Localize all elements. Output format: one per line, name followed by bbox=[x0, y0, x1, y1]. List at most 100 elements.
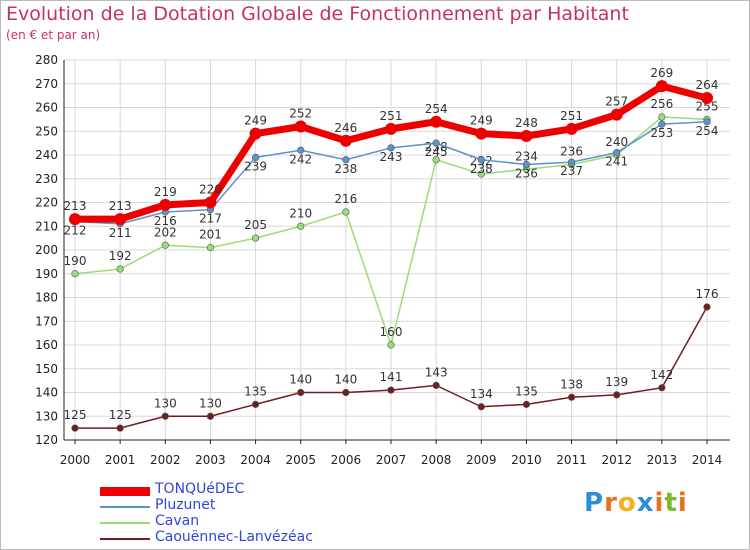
data-label-tonqu-dec: 248 bbox=[515, 116, 538, 130]
data-label-caou-nnec-lanv-z-ac: 130 bbox=[199, 396, 222, 410]
data-point-pluzunet bbox=[342, 156, 350, 164]
data-point-tonqu-dec bbox=[114, 213, 127, 226]
legend-label-pluzunet: Pluzunet bbox=[155, 497, 216, 513]
data-point-tonqu-dec bbox=[339, 134, 352, 147]
data-label-tonqu-dec: 252 bbox=[289, 107, 312, 121]
data-point-caou-nnec-lanv-z-ac bbox=[342, 388, 350, 397]
logo-letter: t bbox=[664, 488, 678, 518]
data-point-pluzunet bbox=[567, 158, 576, 166]
data-point-cavan bbox=[161, 241, 169, 249]
y-tick-label: 240 bbox=[35, 148, 58, 162]
data-point-tonqu-dec bbox=[69, 213, 81, 226]
data-label-pluzunet: 242 bbox=[289, 152, 312, 166]
data-label-pluzunet: 239 bbox=[244, 159, 267, 173]
data-label-tonqu-dec: 213 bbox=[109, 199, 132, 213]
data-label-tonqu-dec: 257 bbox=[605, 95, 628, 109]
data-label-pluzunet: 254 bbox=[696, 124, 719, 138]
data-label-caou-nnec-lanv-z-ac: 139 bbox=[605, 375, 628, 389]
data-label-tonqu-dec: 249 bbox=[244, 114, 267, 128]
y-tick-label: 260 bbox=[35, 101, 58, 115]
data-point-cavan bbox=[387, 341, 395, 349]
x-tick-label: 2003 bbox=[195, 453, 226, 467]
y-tick-label: 180 bbox=[35, 291, 58, 305]
data-point-cavan bbox=[432, 156, 440, 164]
data-point-tonqu-dec bbox=[565, 122, 578, 135]
legend-label-tonquedec: TONQUéDEC bbox=[155, 481, 245, 497]
data-label-caou-nnec-lanv-z-ac: 142 bbox=[650, 368, 673, 382]
data-label-cavan: 236 bbox=[560, 145, 583, 159]
data-label-tonqu-dec: 249 bbox=[470, 114, 493, 128]
data-point-caou-nnec-lanv-z-ac bbox=[116, 424, 124, 432]
data-label-caou-nnec-lanv-z-ac: 135 bbox=[515, 384, 538, 398]
data-label-tonqu-dec: 254 bbox=[425, 102, 448, 116]
data-label-caou-nnec-lanv-z-ac: 130 bbox=[154, 396, 177, 410]
data-label-cavan: 210 bbox=[289, 206, 312, 220]
data-point-cavan bbox=[658, 113, 666, 121]
x-tick-label: 2009 bbox=[466, 453, 497, 467]
data-label-cavan: 240 bbox=[605, 135, 628, 149]
data-label-caou-nnec-lanv-z-ac: 138 bbox=[560, 377, 583, 391]
data-label-caou-nnec-lanv-z-ac: 141 bbox=[380, 370, 403, 384]
data-point-pluzunet bbox=[432, 139, 440, 147]
legend-item-cavan: Cavan bbox=[100, 513, 360, 532]
data-label-tonqu-dec: 264 bbox=[696, 78, 719, 92]
data-label-pluzunet: 211 bbox=[109, 226, 132, 240]
legend-swatch-pluzunet bbox=[100, 506, 150, 508]
data-point-caou-nnec-lanv-z-ac bbox=[613, 391, 621, 399]
data-label-cavan: 256 bbox=[650, 97, 673, 111]
data-label-pluzunet: 243 bbox=[380, 150, 403, 164]
data-point-caou-nnec-lanv-z-ac bbox=[432, 381, 440, 389]
data-label-caou-nnec-lanv-z-ac: 140 bbox=[289, 373, 312, 387]
data-label-tonqu-dec: 251 bbox=[560, 109, 583, 123]
legend-swatch-cavan bbox=[100, 522, 150, 524]
data-point-caou-nnec-lanv-z-ac bbox=[206, 412, 215, 420]
data-label-pluzunet: 238 bbox=[334, 162, 357, 176]
data-label-pluzunet: 241 bbox=[605, 155, 628, 169]
y-tick-label: 170 bbox=[35, 314, 58, 328]
data-label-tonqu-dec: 251 bbox=[380, 109, 403, 123]
x-tick-label: 2011 bbox=[556, 453, 587, 467]
data-point-tonqu-dec bbox=[294, 120, 307, 133]
data-point-tonqu-dec bbox=[249, 127, 262, 140]
x-tick-label: 2013 bbox=[647, 453, 678, 467]
data-point-caou-nnec-lanv-z-ac bbox=[567, 393, 576, 401]
data-point-cavan bbox=[206, 244, 215, 252]
data-label-caou-nnec-lanv-z-ac: 134 bbox=[470, 387, 493, 401]
data-label-pluzunet: 237 bbox=[560, 164, 583, 178]
x-tick-label: 2006 bbox=[331, 453, 362, 467]
legend-label-cavan: Cavan bbox=[155, 513, 200, 529]
data-point-tonqu-dec bbox=[701, 92, 713, 104]
data-point-tonqu-dec bbox=[385, 122, 397, 135]
x-tick-label: 2014 bbox=[692, 453, 723, 467]
data-point-cavan bbox=[251, 234, 260, 242]
data-point-pluzunet bbox=[658, 120, 666, 128]
data-label-pluzunet: 253 bbox=[650, 126, 673, 140]
y-tick-label: 210 bbox=[35, 219, 58, 233]
data-point-caou-nnec-lanv-z-ac bbox=[251, 400, 260, 408]
y-tick-label: 150 bbox=[35, 362, 58, 376]
data-point-tonqu-dec bbox=[610, 108, 623, 121]
legend-swatch-tonquedec bbox=[100, 487, 150, 496]
data-point-pluzunet bbox=[522, 160, 531, 169]
data-label-pluzunet: 238 bbox=[470, 162, 493, 176]
data-point-caou-nnec-lanv-z-ac bbox=[522, 400, 531, 408]
data-label-cavan: 234 bbox=[515, 149, 538, 163]
data-label-caou-nnec-lanv-z-ac: 143 bbox=[425, 365, 448, 379]
data-point-pluzunet bbox=[297, 146, 305, 154]
data-point-tonqu-dec bbox=[430, 115, 443, 128]
x-tick-label: 2010 bbox=[511, 453, 542, 467]
data-point-caou-nnec-lanv-z-ac bbox=[703, 303, 711, 311]
y-tick-label: 190 bbox=[35, 267, 58, 281]
data-label-pluzunet: 236 bbox=[515, 167, 538, 181]
data-label-tonqu-dec: 220 bbox=[199, 183, 222, 197]
chart-subtitle: (en € et par an) bbox=[6, 28, 101, 42]
data-point-cavan bbox=[71, 270, 79, 278]
data-point-tonqu-dec bbox=[159, 198, 172, 211]
data-point-cavan bbox=[297, 222, 305, 230]
y-tick-label: 160 bbox=[35, 338, 58, 352]
y-tick-label: 250 bbox=[35, 124, 58, 138]
y-tick-label: 130 bbox=[35, 409, 58, 423]
data-point-caou-nnec-lanv-z-ac bbox=[161, 412, 169, 420]
data-label-pluzunet: 217 bbox=[199, 212, 222, 226]
data-point-caou-nnec-lanv-z-ac bbox=[387, 386, 395, 394]
